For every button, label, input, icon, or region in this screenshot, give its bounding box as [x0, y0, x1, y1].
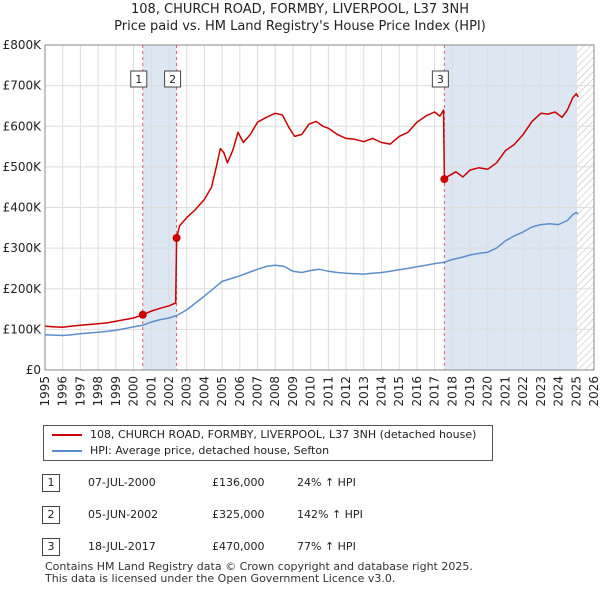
- x-tick-label: 2020: [481, 376, 495, 407]
- x-tick-label: 2003: [180, 376, 194, 407]
- y-tick-label: £500K: [3, 160, 43, 174]
- sale-label-box: [130, 70, 148, 88]
- x-tick-label: 2026: [587, 376, 600, 407]
- y-tick-label: £0: [26, 363, 41, 377]
- transaction-date: 05-JUN-2002: [88, 508, 159, 521]
- transaction-date: 07-JUL-2000: [88, 476, 156, 489]
- sale-label-text: 2: [169, 73, 176, 86]
- x-tick-label: 2004: [197, 376, 211, 407]
- y-tick-label: £800K: [3, 38, 43, 52]
- x-tick-label: 2013: [357, 376, 371, 407]
- legend: 108, CHURCH ROAD, FORMBY, LIVERPOOL, L37…: [43, 425, 493, 461]
- sale-label-box: [164, 70, 182, 88]
- x-tick-label: 2022: [516, 376, 530, 407]
- transaction-date: 18-JUL-2017: [88, 540, 156, 553]
- red-line-swatch: [52, 434, 82, 436]
- transaction-hpi: 24% ↑ HPI: [297, 476, 356, 489]
- axes: £0 £100K £200K £300K £400K £500K £600K £700K £80…: [3, 38, 600, 407]
- transaction-number: 3: [42, 538, 60, 556]
- x-tick-label: 2002: [162, 376, 176, 407]
- legend-item-property: 108, CHURCH ROAD, FORMBY, LIVERPOOL, L37…: [52, 427, 476, 443]
- x-tick-label: 2021: [498, 376, 512, 407]
- y-tick-label: £400K: [3, 201, 43, 215]
- y-tick-label: £100K: [3, 322, 43, 336]
- series-lines: [44, 93, 579, 337]
- x-tick-label: 2017: [428, 376, 442, 407]
- chart-title: 108, CHURCH ROAD, FORMBY, LIVERPOOL, L37…: [130, 2, 470, 17]
- x-tick-label: 2015: [392, 376, 406, 407]
- x-tick-label: 2023: [534, 376, 548, 407]
- transaction-hpi: 77% ↑ HPI: [297, 540, 356, 553]
- x-tick-label: 2009: [286, 376, 300, 407]
- property-price-line: [44, 93, 579, 329]
- x-tick-label: 1996: [56, 376, 70, 407]
- sale-point: [440, 175, 449, 184]
- sale-labels: 1 2 3: [130, 70, 449, 88]
- x-tick-label: 2008: [268, 376, 282, 407]
- transaction-number: 2: [42, 506, 60, 524]
- legend-label-property: 108, CHURCH ROAD, FORMBY, LIVERPOOL, L37…: [90, 428, 477, 441]
- transaction-price: £136,000: [212, 476, 265, 489]
- x-tick-label: 1995: [38, 376, 52, 407]
- sale-label-text: 1: [135, 73, 142, 86]
- x-tick-label: 2012: [339, 376, 353, 407]
- transaction-price: £470,000: [212, 540, 265, 553]
- x-tick-label: 2014: [374, 376, 388, 407]
- x-tick-label: 2007: [251, 376, 265, 407]
- transaction-price: £325,000: [212, 508, 265, 521]
- price-chart: £0 £100K £200K £300K £400K £500K £600K £700K £80…: [3, 38, 600, 407]
- plot-frame: [44, 44, 595, 371]
- footer-copyright: Contains HM Land Registry data © Crown c…: [45, 560, 473, 573]
- chart-subtitle: Price paid vs. HM Land Registry's House …: [114, 19, 486, 34]
- y-tick-label: £600K: [3, 119, 43, 133]
- x-tick-label: 2006: [233, 376, 247, 407]
- y-tick-label: £200K: [3, 282, 43, 296]
- hpi-line: [44, 211, 579, 337]
- sale-label-text: 3: [437, 73, 444, 86]
- transaction-hpi: 142% ↑ HPI: [297, 508, 363, 521]
- sale-label-box: [431, 70, 449, 88]
- transaction-number: 1: [42, 474, 60, 492]
- footer-licence: This data is licensed under the Open Gov…: [45, 572, 396, 585]
- x-tick-label: 1997: [73, 376, 87, 407]
- x-tick-label: 2001: [144, 376, 158, 407]
- x-tick-label: 2018: [445, 376, 459, 407]
- x-tick-label: 2024: [552, 376, 566, 407]
- x-tick-label: 2011: [321, 376, 335, 407]
- x-tick-label: 2019: [463, 376, 477, 407]
- blue-line-swatch: [52, 450, 82, 452]
- y-tick-label: £300K: [3, 241, 43, 255]
- legend-item-hpi: HPI: Average price, detached house, Seft…: [52, 443, 329, 459]
- sale-points: [138, 175, 449, 319]
- sale-point: [138, 310, 147, 319]
- x-tick-label: 2005: [215, 376, 229, 407]
- x-tick-label: 2010: [304, 376, 318, 407]
- x-tick-label: 2025: [569, 376, 583, 407]
- legend-label-hpi: HPI: Average price, detached house, Seft…: [90, 444, 330, 457]
- sale-point: [172, 233, 181, 242]
- x-tick-label: 1999: [109, 376, 123, 407]
- x-tick-label: 2000: [127, 376, 141, 407]
- y-tick-label: £700K: [3, 79, 43, 93]
- x-tick-label: 1998: [91, 376, 105, 407]
- x-tick-label: 2016: [410, 376, 424, 407]
